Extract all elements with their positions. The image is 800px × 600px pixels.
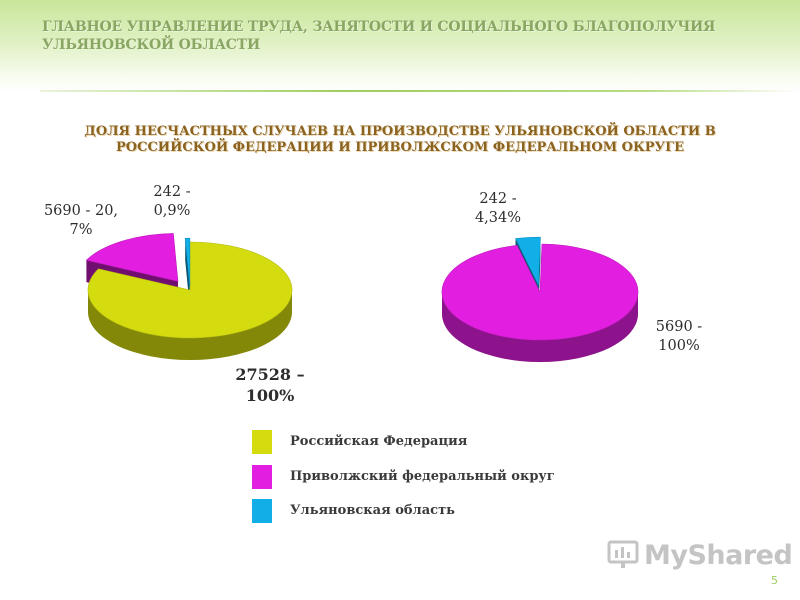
legend-label-volga: Приволжский федеральный округ (290, 469, 555, 484)
slide-subtitle: ДОЛЯ НЕСЧАСТНЫХ СЛУЧАЕВ НА ПРОИЗВОДСТВЕ … (84, 124, 716, 155)
header-band (0, 0, 800, 92)
legend-swatch-volga (252, 465, 272, 489)
chart1-label-volga: 5690 - 20, 7% (43, 203, 119, 238)
header-divider (40, 90, 800, 92)
legend-item-russia: Российская Федерация (252, 430, 572, 454)
legend-item-ulyanovsk: Ульяновская область (252, 499, 572, 523)
chart2-label-volga: 5690 - 100% (655, 319, 703, 354)
slice-russia-side (88, 290, 292, 360)
page-number: 5 (771, 574, 778, 587)
legend-label-russia: Российская Федерация (290, 434, 468, 449)
slice-ulyanovsk-top (184, 237, 191, 287)
chart1-label-ulyanovsk: 242 - 0,9% (153, 184, 191, 219)
slice-volga-side (442, 292, 638, 362)
chart2-label-ulyanovsk: 242 - 4,34% (474, 191, 522, 226)
pie-chart-1 (85, 233, 293, 360)
slice-russia-top (87, 241, 293, 339)
legend-item-volga: Приволжский федеральный округ (252, 465, 572, 489)
watermark-text: MyShared (644, 540, 793, 571)
header-title: ГЛАВНОЕ УПРАВЛЕНИЕ ТРУДА, ЗАНЯТОСТИ И СО… (42, 19, 716, 53)
legend-label-ulyanovsk: Ульяновская область (290, 503, 455, 518)
legend-swatch-ulyanovsk (252, 499, 272, 523)
chart1-label-russia: 27528 – 100% (235, 365, 305, 405)
presentation-icon (607, 540, 639, 568)
legend-swatch-russia (252, 430, 272, 454)
watermark-logo: MyShared (606, 536, 793, 576)
slice-ulyanovsk-top (515, 236, 541, 286)
slice-volga-top (441, 243, 639, 341)
pie-chart-2 (441, 236, 639, 362)
slice-volga-top (85, 233, 179, 282)
